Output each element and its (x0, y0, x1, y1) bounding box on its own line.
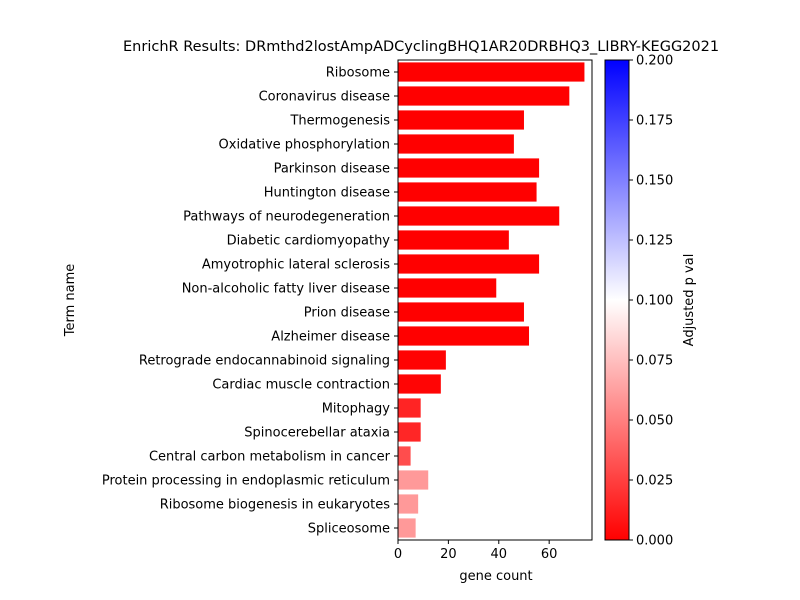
y-tick-label: Prion disease (304, 306, 390, 321)
y-tick-label: Oxidative phosphorylation (219, 138, 390, 153)
x-tick-label: 60 (541, 547, 558, 562)
colorbar-label: Adjusted p val (682, 254, 697, 347)
x-tick-label: 40 (491, 547, 508, 562)
bar (398, 422, 421, 442)
y-tick-label: Parkinson disease (274, 162, 390, 177)
bar (398, 134, 514, 154)
bar (398, 206, 560, 226)
x-axis-label: gene count (459, 569, 532, 584)
colorbar-tick-label: 0.150 (636, 174, 673, 189)
bar (398, 446, 411, 466)
bar (398, 254, 540, 274)
colorbar-tick-label: 0.175 (636, 114, 673, 129)
y-tick-label: Diabetic cardiomyopathy (227, 234, 391, 249)
x-tick-label: 20 (440, 547, 457, 562)
colorbar-gradient (604, 59, 630, 541)
y-tick-label: Ribosome biogenesis in eukaryotes (160, 498, 391, 513)
y-tick-label: Ribosome (326, 66, 390, 81)
bar (398, 230, 509, 250)
y-tick-label: Huntington disease (264, 186, 390, 201)
y-tick-label: Thermogenesis (289, 114, 390, 129)
bar (398, 62, 585, 82)
y-tick-label: Non-alcoholic fatty liver disease (182, 282, 390, 297)
y-tick-label: Pathways of neurodegeneration (183, 210, 390, 225)
y-tick-label: Amyotrophic lateral sclerosis (202, 258, 390, 273)
y-tick-label: Spliceosome (308, 522, 390, 537)
bar (398, 302, 524, 322)
bar (398, 158, 540, 178)
bars-group (398, 62, 585, 538)
bar (398, 326, 530, 346)
y-tick-labels: Ribosome Coronavirus disease Thermogenesis… (102, 66, 398, 537)
colorbar: 0.000 0.025 0.050 0.075 0.100 0.125 0.150 0.175… (604, 54, 673, 549)
bar (398, 470, 429, 490)
colorbar-tick-label: 0.075 (636, 354, 673, 369)
bar (398, 110, 524, 130)
y-axis-label: Term name (63, 264, 78, 338)
colorbar-tick-label: 0.100 (636, 294, 673, 309)
x-tick-label: 0 (394, 547, 402, 562)
plot-frame (397, 59, 593, 541)
y-tick-label: Cardiac muscle contraction (212, 378, 390, 393)
bar (398, 494, 419, 514)
bar (398, 86, 570, 106)
x-axis: 0 20 40 60 (394, 540, 558, 562)
bar (398, 398, 421, 418)
y-tick-label: Coronavirus disease (259, 90, 390, 105)
chart-title: EnrichR Results: DRmthd2lostAmpADCycling… (123, 39, 719, 55)
y-tick-label: Protein processing in endoplasmic reticu… (102, 474, 390, 489)
y-tick-label: Central carbon metabolism in cancer (149, 450, 391, 465)
y-tick-label: Retrograde endocannabinoid signaling (139, 354, 390, 369)
colorbar-tick-label: 0.000 (636, 534, 673, 549)
colorbar-tick-label: 0.025 (636, 474, 673, 489)
y-tick-label: Spinocerebellar ataxia (244, 426, 390, 441)
bar (398, 278, 497, 298)
bar (398, 518, 416, 538)
y-tick-label: Mitophagy (322, 402, 391, 417)
y-tick-label: Alzheimer disease (271, 330, 390, 345)
bar (398, 182, 537, 202)
colorbar-tick-label: 0.050 (636, 414, 673, 429)
colorbar-tick-label: 0.125 (636, 234, 673, 249)
bar (398, 350, 446, 370)
bar (398, 374, 441, 394)
colorbar-tick-label: 0.200 (636, 54, 673, 69)
